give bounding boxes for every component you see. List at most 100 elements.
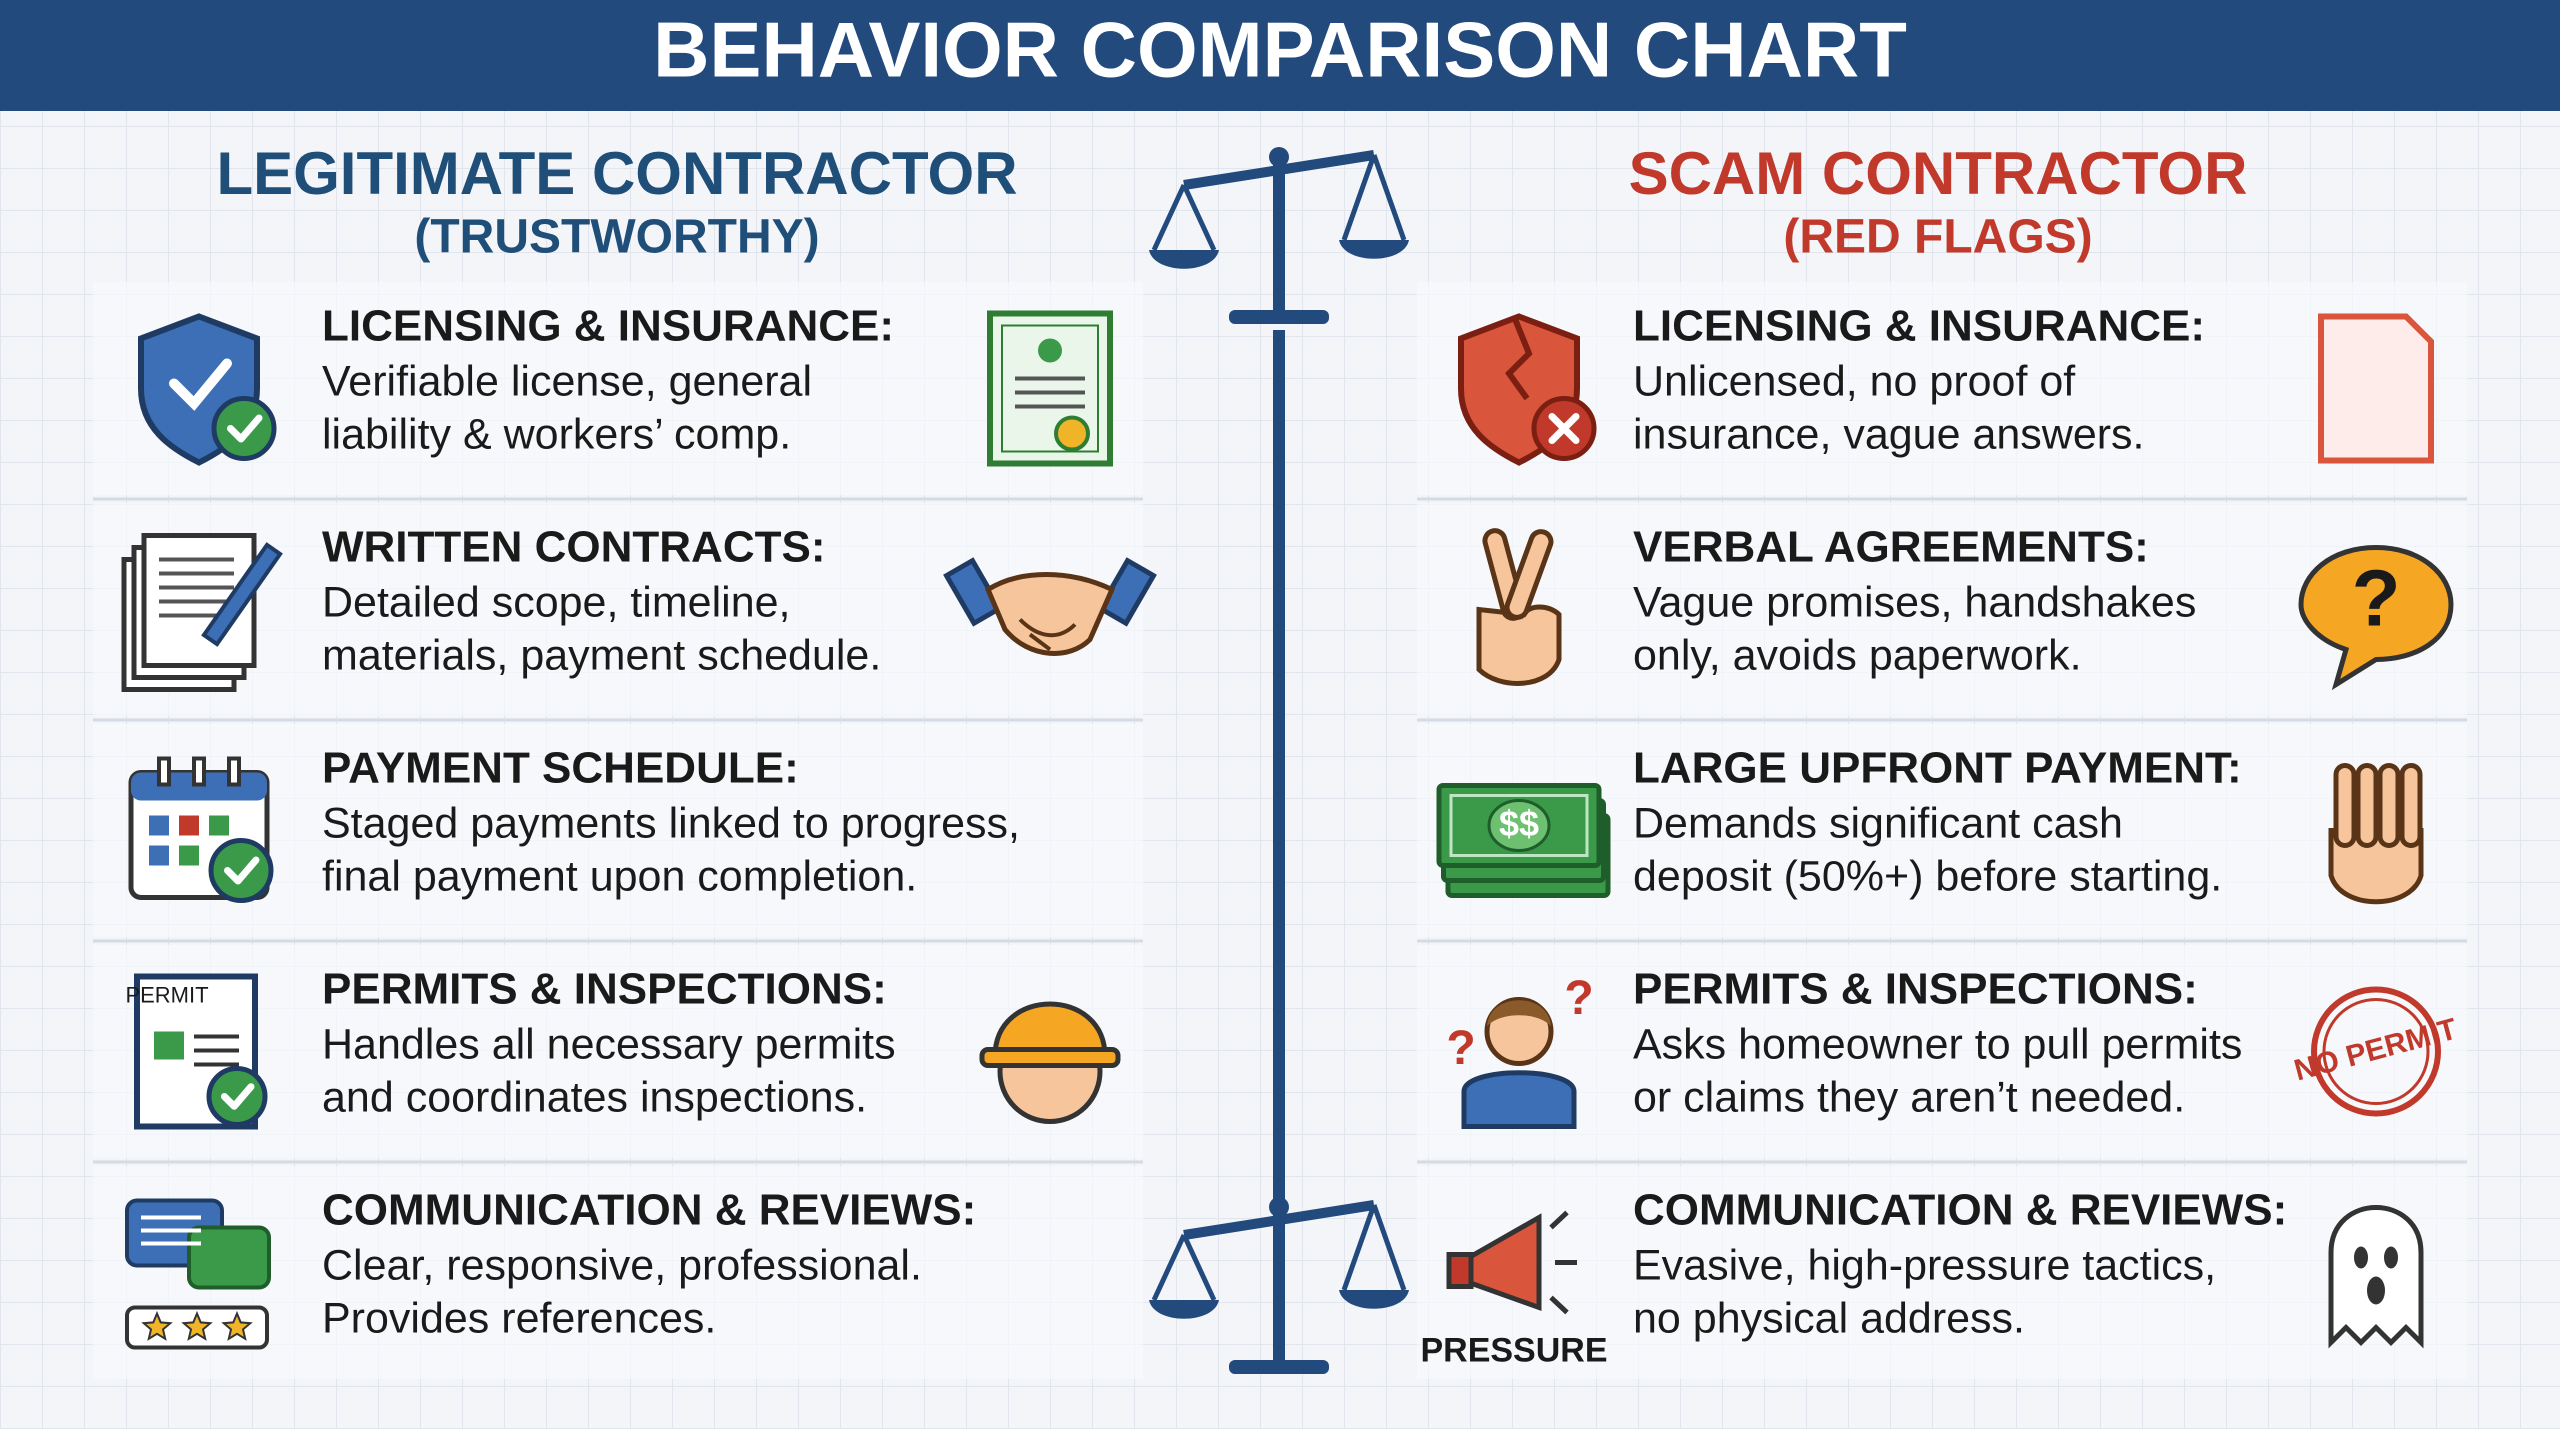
icon-part bbox=[149, 845, 169, 866]
icon: PRESSURE bbox=[1420, 1210, 1608, 1369]
icon-part bbox=[179, 815, 199, 836]
icon bbox=[121, 533, 283, 692]
content: LEGITIMATE CONTRACTOR(TRUSTWORTHY) LICENS… bbox=[93, 140, 2467, 1379]
item-title: LICENSING & INSURANCE: bbox=[1633, 302, 2205, 351]
item-text: Detailed scope, timeline, bbox=[322, 578, 790, 626]
item-text: and coordinates inspections. bbox=[322, 1073, 867, 1121]
icon-part bbox=[1096, 557, 1157, 627]
header-bar bbox=[0, 0, 2560, 111]
icon: ?? bbox=[1446, 972, 1594, 1129]
icon-part bbox=[192, 756, 206, 787]
item-text: insurance, vague answers. bbox=[1633, 410, 2145, 458]
icon-part bbox=[987, 310, 1113, 467]
item-title: PAYMENT SCHEDULE: bbox=[322, 744, 799, 793]
icon-part bbox=[984, 572, 1116, 656]
item-text: deposit (50%+) before starting. bbox=[1633, 852, 2222, 900]
icon-part bbox=[141, 1310, 173, 1341]
column-heading: SCAM CONTRACTOR bbox=[1629, 140, 2248, 207]
icon bbox=[943, 557, 1157, 656]
icon bbox=[2328, 1205, 2424, 1349]
icon-part bbox=[221, 1310, 253, 1341]
icon-part bbox=[1001, 324, 1099, 453]
item-text: Unlicensed, no proof of bbox=[1633, 357, 2076, 405]
icon-label: $$ bbox=[1499, 803, 1539, 844]
item-text: Demands significant cash bbox=[1633, 799, 2123, 847]
item-text: Evasive, high-pressure tactics, bbox=[1633, 1241, 2216, 1289]
icon-part bbox=[2322, 998, 2430, 1105]
icon-part bbox=[2328, 1205, 2424, 1349]
item-title: WRITTEN CONTRACTS: bbox=[322, 523, 826, 572]
item-text: only, avoids paperwork. bbox=[1633, 631, 2082, 679]
row-panel bbox=[1417, 945, 2467, 1158]
icon-part bbox=[2377, 763, 2401, 848]
item-title: PERMITS & INSPECTIONS: bbox=[322, 965, 887, 1014]
item-text: materials, payment schedule. bbox=[322, 631, 881, 679]
icon bbox=[2328, 763, 2424, 905]
item-text: Asks homeowner to pull permits bbox=[1633, 1020, 2242, 1068]
item-text: final payment upon completion. bbox=[322, 852, 917, 900]
column-subheading: (RED FLAGS) bbox=[1783, 211, 2092, 264]
icon-label: ? bbox=[1564, 972, 1593, 1025]
icon-label: PERMIT bbox=[125, 982, 208, 1007]
icon-part bbox=[1269, 147, 1289, 167]
icon-part bbox=[1449, 794, 1589, 857]
icon-part bbox=[1018, 618, 1077, 652]
icon bbox=[125, 1198, 271, 1350]
item-text: Staged payments linked to progress, bbox=[322, 799, 1020, 847]
icon-part bbox=[1487, 799, 1551, 852]
icon-part bbox=[1446, 1252, 1474, 1289]
item-text: no physical address. bbox=[1633, 1294, 2025, 1342]
item-text: or claims they aren’t needed. bbox=[1633, 1073, 2185, 1121]
icon-part bbox=[1054, 415, 1090, 452]
icon-part bbox=[1548, 413, 1580, 444]
page-title: BEHAVIOR COMPARISON CHART bbox=[653, 6, 1907, 94]
icon-part bbox=[1038, 338, 1062, 363]
icon-part bbox=[2318, 313, 2434, 464]
icon-part bbox=[154, 1031, 184, 1060]
scale-icon bbox=[1149, 1197, 1409, 1374]
column-heading: LEGITIMATE CONTRACTOR bbox=[216, 140, 1017, 207]
icon-part bbox=[992, 1001, 1108, 1059]
icon-part bbox=[1476, 604, 1562, 686]
item-title: VERBAL AGREEMENTS: bbox=[1633, 523, 2149, 572]
row-panel bbox=[1417, 503, 2467, 716]
icon bbox=[987, 310, 1113, 467]
icon: ? bbox=[2298, 544, 2454, 691]
icon-part bbox=[1461, 1070, 1577, 1129]
item-text: Verifiable license, general bbox=[322, 357, 812, 405]
icon bbox=[1458, 313, 1597, 466]
icon-label: ? bbox=[1446, 1022, 1475, 1075]
icon-part bbox=[1183, 1200, 1375, 1240]
icon: PERMIT bbox=[125, 973, 268, 1130]
icon-part bbox=[157, 756, 171, 787]
icon-part bbox=[1149, 250, 1219, 269]
icon-part bbox=[1149, 1300, 1219, 1319]
icon bbox=[979, 1001, 1121, 1124]
item-title: COMMUNICATION & REVIEWS: bbox=[322, 1186, 976, 1235]
column-subheading: (TRUSTWORTHY) bbox=[414, 211, 819, 264]
item-title: LARGE UPFRONT PAYMENT: bbox=[1633, 744, 2242, 793]
icon-part bbox=[1151, 1204, 1407, 1302]
item-title: PERMITS & INSPECTIONS: bbox=[1633, 965, 2198, 1014]
icon-part bbox=[181, 1310, 213, 1341]
icon-part bbox=[1339, 1290, 1409, 1309]
icon-part bbox=[227, 414, 263, 443]
icon-part bbox=[2384, 1246, 2398, 1269]
icon-part bbox=[1504, 529, 1554, 620]
row-panel bbox=[1417, 282, 2467, 495]
item-text: Clear, responsive, professional. bbox=[322, 1241, 922, 1289]
icon-part bbox=[224, 856, 260, 885]
item-title: LICENSING & INSURANCE: bbox=[322, 302, 894, 351]
icon-part bbox=[209, 815, 229, 836]
icon-part bbox=[206, 1066, 268, 1127]
icon-part bbox=[2311, 986, 2441, 1117]
icon-part bbox=[187, 1225, 271, 1290]
item-title: COMMUNICATION & REVIEWS: bbox=[1633, 1186, 2287, 1235]
icon-part bbox=[1229, 1360, 1329, 1374]
icon-part bbox=[208, 838, 274, 903]
icon-part bbox=[227, 756, 241, 787]
icon-part bbox=[2367, 1276, 2385, 1305]
icon-part bbox=[169, 358, 232, 411]
